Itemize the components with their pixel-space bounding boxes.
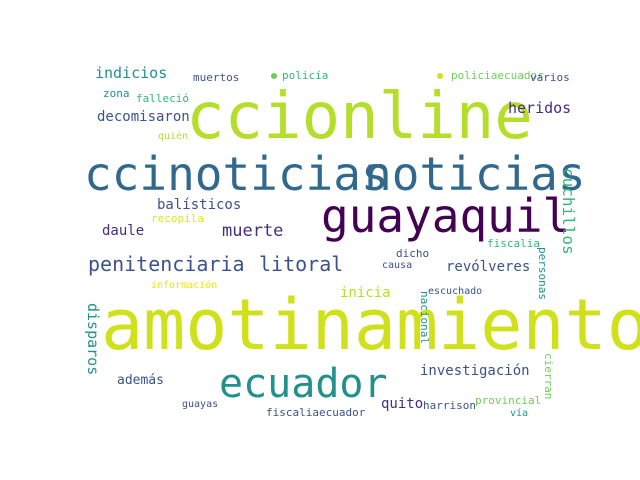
- word-guayas: guayas: [182, 399, 219, 410]
- word-decomisaron: decomisaron: [97, 109, 190, 125]
- word-cuchillos: cuchillos: [559, 168, 578, 255]
- word-fiscaliaecuador: fiscaliaecuador: [266, 406, 366, 419]
- word-personas: personas: [536, 247, 549, 300]
- word-muertos: muertos: [193, 71, 240, 84]
- word-escuchado: escuchado: [428, 286, 483, 297]
- word-fiscalia: fiscalia: [487, 237, 540, 250]
- word-litoral: litoral: [259, 252, 344, 276]
- word-muerte: muerte: [222, 221, 284, 241]
- word-daule: daule: [102, 223, 145, 239]
- word-quito: quito: [381, 396, 424, 412]
- word-zona: zona: [103, 87, 130, 100]
- word-heridos: heridos: [508, 99, 572, 117]
- word-varios: varios: [530, 71, 570, 84]
- word-amotinamiento: amotinamiento: [101, 284, 640, 366]
- word-revolveres: revólveres: [446, 259, 531, 275]
- word-quien: quién: [158, 131, 189, 142]
- word-guayaquil: guayaquil: [321, 189, 571, 243]
- word-cierran: cierran: [542, 353, 555, 400]
- word-causa: causa: [382, 260, 413, 271]
- word-nacional: nacional: [418, 291, 431, 344]
- word-recopila: recopila: [151, 212, 204, 225]
- word-balisticos: balísticos: [157, 197, 242, 213]
- word-ccionline: ccionline: [186, 80, 533, 154]
- word-ccinoticias: ccinoticias: [84, 147, 389, 201]
- word-noticias: noticias: [364, 147, 586, 201]
- word-fallecio: falleció: [136, 92, 189, 105]
- word-indicios: indicios: [95, 64, 168, 82]
- word-policia: policía: [282, 69, 329, 82]
- word-penitenciaria: penitenciaria: [88, 252, 245, 276]
- word-informacion: información: [151, 280, 218, 291]
- word-dicho: dicho: [396, 247, 430, 260]
- word-harrison: harrison: [423, 399, 476, 412]
- word-policiaecuador: policiaecuador: [451, 69, 544, 82]
- dot-mark: [271, 73, 277, 79]
- word-disparos: disparos: [84, 303, 102, 376]
- word-inicia: inicia: [340, 285, 391, 301]
- word-provincial: provincial: [475, 394, 542, 407]
- word-ecuador: ecuador: [219, 361, 388, 407]
- dot-mark: [437, 73, 443, 79]
- word-ademas: además: [117, 373, 164, 388]
- word-investigacion: investigación: [420, 363, 530, 379]
- word-via: vía: [510, 408, 529, 419]
